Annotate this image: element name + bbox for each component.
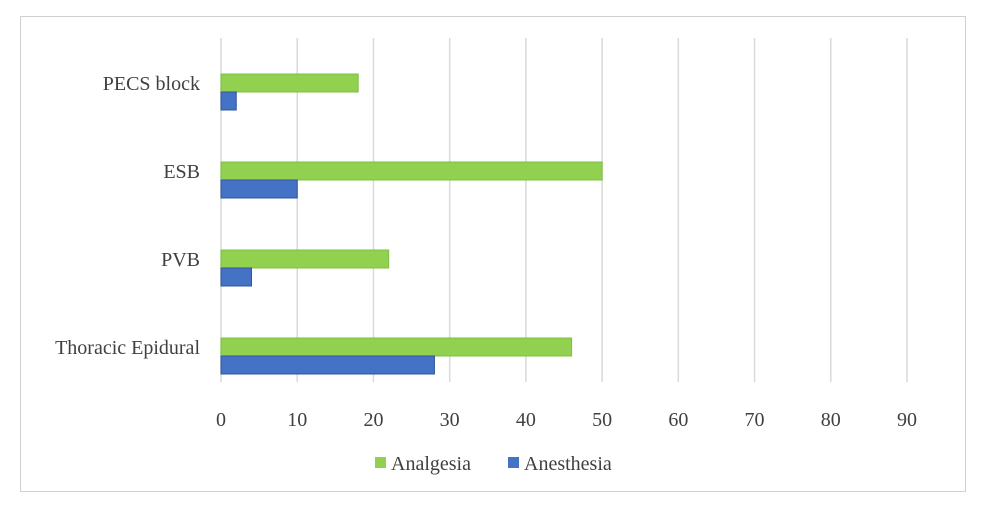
bar-analgesia [220,161,603,181]
x-tick-label: 70 [745,409,765,431]
category-label: ESB [163,161,200,183]
bar-anesthesia [220,179,298,199]
bar-anesthesia [220,91,237,111]
legend-label: Anesthesia [524,453,612,475]
legend-label: Analgesia [391,453,471,475]
bar-analgesia [220,73,359,93]
bar-anesthesia [220,355,435,375]
bar-anesthesia [220,267,252,287]
x-tick-label: 60 [668,409,688,431]
chart-frame [20,16,966,492]
legend-swatch-anesthesia [508,457,519,468]
x-tick-label: 30 [440,409,460,431]
x-tick-label: 20 [363,409,383,431]
x-tick-label: 80 [821,409,841,431]
category-label: Thoracic Epidural [55,337,200,359]
category-label: PVB [161,249,200,271]
x-tick-label: 90 [897,409,917,431]
legend-swatch-analgesia [375,457,386,468]
x-tick-label: 10 [287,409,307,431]
category-label: PECS block [103,73,200,95]
bar-analgesia [220,337,573,357]
x-tick-label: 40 [516,409,536,431]
x-tick-label: 50 [592,409,612,431]
bar-analgesia [220,249,390,269]
x-tick-label: 0 [216,409,226,431]
